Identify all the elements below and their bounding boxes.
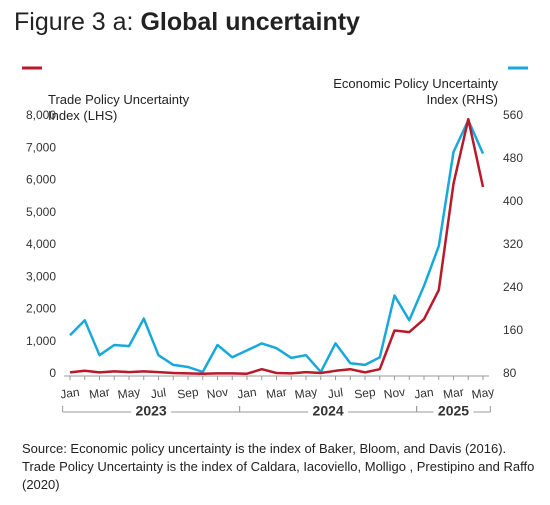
x-tick-label: Nov bbox=[383, 385, 406, 402]
y-tick-label: 8,000 bbox=[26, 108, 56, 122]
x-tick-label: Mar bbox=[265, 385, 287, 402]
y-tick-label: 0 bbox=[49, 366, 56, 380]
x-tick-label: Mar bbox=[442, 385, 464, 402]
x-tick-label: Mar bbox=[88, 385, 110, 402]
y2-tick-label: 80 bbox=[503, 366, 517, 380]
x-tick-label: Jan bbox=[236, 385, 257, 402]
y-tick-label: 2,000 bbox=[26, 302, 56, 316]
y-tick-label: 7,000 bbox=[26, 140, 56, 154]
legend-item: Trade Policy Uncertainty Index (LHS) bbox=[22, 60, 189, 140]
x-tick-label: May bbox=[294, 385, 318, 402]
series-line bbox=[69, 117, 485, 375]
year-label: 2025 bbox=[438, 403, 469, 419]
legend-label: Economic Policy Uncertainty Index (RHS) bbox=[333, 76, 498, 107]
y-tick-label: 6,000 bbox=[26, 173, 56, 187]
x-tick-label: Sep bbox=[176, 385, 199, 402]
y2-tick-label: 400 bbox=[503, 194, 523, 208]
x-tick-label: May bbox=[117, 385, 141, 402]
source-note: Source: Economic policy uncertainty is t… bbox=[22, 441, 535, 492]
legend-swatch bbox=[22, 66, 42, 70]
x-tick-label: Jul bbox=[150, 385, 167, 401]
y-tick-label: 5,000 bbox=[26, 205, 56, 219]
x-tick-label: Nov bbox=[206, 385, 229, 402]
y2-tick-label: 320 bbox=[503, 237, 523, 251]
year-label-bg bbox=[308, 404, 349, 420]
legend-swatch bbox=[508, 66, 528, 70]
chart: 0 1,000 2,000 3,000 4,000 5,000 6,000 7,000 8,00… bbox=[26, 108, 523, 420]
x-tick-label: Sep bbox=[353, 385, 376, 402]
year-label-bg bbox=[433, 404, 474, 420]
year-label-bg bbox=[131, 404, 172, 420]
x-tick-label: Jul bbox=[327, 385, 344, 401]
x-tick-label: Jan bbox=[59, 385, 80, 402]
y2-tick-label: 560 bbox=[503, 108, 523, 122]
y2-tick-label: 240 bbox=[503, 280, 523, 294]
y2-tick-label: 480 bbox=[503, 151, 523, 165]
title: Figure 3 a: Global uncertainty bbox=[14, 8, 360, 37]
y-tick-label: 4,000 bbox=[26, 237, 56, 251]
figure-label: Figure 3 a: bbox=[14, 8, 134, 36]
x-tick-label: May bbox=[471, 385, 495, 402]
legend-label: Trade Policy Uncertainty Index (LHS) bbox=[48, 92, 190, 123]
y2-tick-label: 160 bbox=[503, 323, 523, 337]
year-label: 2023 bbox=[136, 403, 167, 419]
y-tick-label: 1,000 bbox=[26, 334, 56, 348]
legend-item: Economic Policy Uncertainty Index (RHS) bbox=[333, 60, 528, 140]
series-line bbox=[69, 119, 485, 374]
year-label: 2024 bbox=[313, 403, 344, 419]
chart-title: Global uncertainty bbox=[140, 8, 360, 36]
x-tick-label: Jan bbox=[413, 385, 434, 402]
y-tick-label: 3,000 bbox=[26, 269, 56, 283]
